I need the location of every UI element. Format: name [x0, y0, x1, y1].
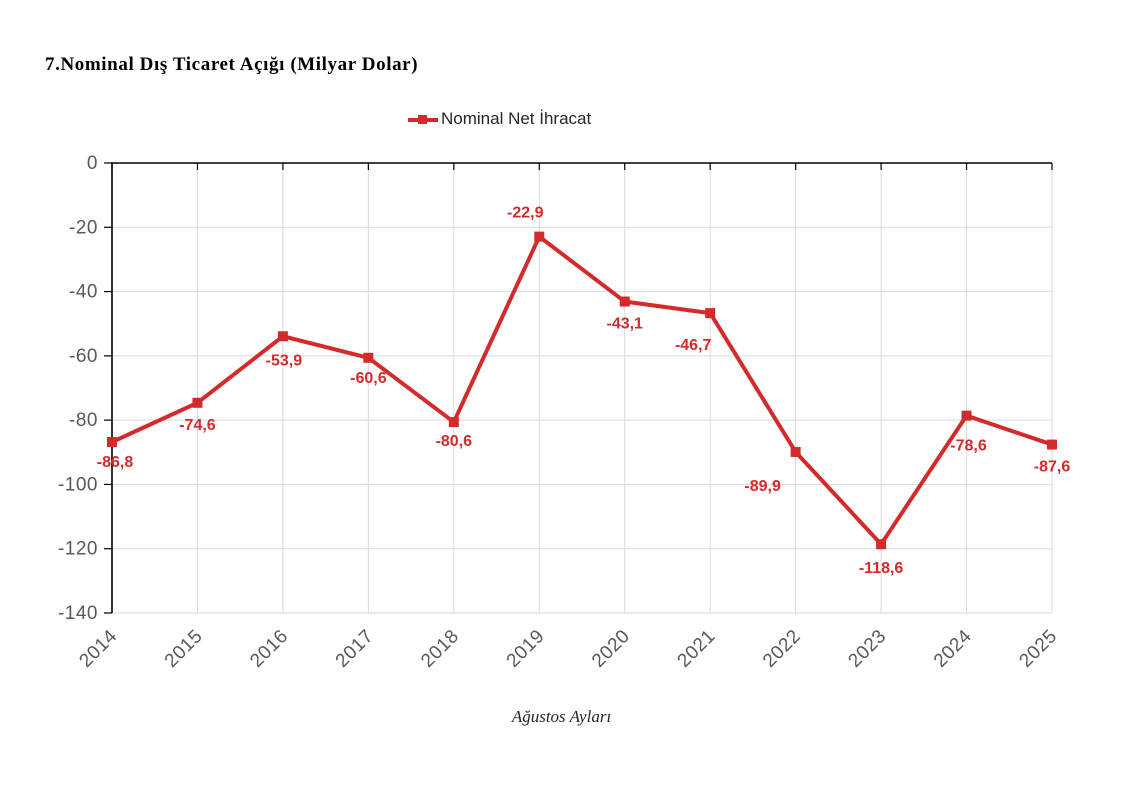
x-tick-label-2024: 2024: [930, 626, 976, 672]
data-label-2020: -43,1: [606, 316, 643, 333]
x-tick-label-2022: 2022: [759, 626, 805, 672]
data-point-marker-2025: [1047, 439, 1057, 450]
data-point-marker-2023: [876, 539, 887, 550]
data-point-marker-2022: [790, 446, 801, 457]
x-tick-label-2014: 2014: [75, 626, 121, 672]
chart-title: 7.Nominal Dış Ticaret Açığı (Milyar Dola…: [45, 54, 419, 75]
data-label-2014: -86,8: [97, 454, 134, 471]
x-tick-label-2017: 2017: [332, 626, 378, 672]
legend-label: Nominal Net İhracat: [441, 109, 592, 128]
y-tick-label: -140: [58, 603, 98, 624]
data-label-2017: -60,6: [350, 370, 387, 387]
x-tick-label-2019: 2019: [503, 626, 549, 672]
data-label-2015: -74,6: [179, 417, 216, 434]
y-tick-label: 0: [87, 153, 98, 174]
data-point-marker-2016: [277, 331, 288, 342]
data-point-marker-2017: [363, 352, 374, 363]
y-tick-label: -40: [69, 282, 98, 303]
data-point-marker-2018: [448, 417, 459, 428]
legend: Nominal Net İhracat: [408, 109, 591, 129]
data-label-2016: -53,9: [266, 352, 303, 369]
legend-line-marker-icon: [408, 114, 438, 124]
y-tick-label: -120: [58, 539, 98, 560]
x-tick-label-2015: 2015: [161, 626, 207, 672]
x-tick-label-2020: 2020: [588, 626, 634, 672]
x-tick-label-2021: 2021: [674, 626, 720, 672]
data-point-marker-2024: [961, 410, 972, 421]
y-tick-label: -80: [69, 410, 98, 431]
data-point-marker-2019: [534, 231, 545, 242]
legend-square-marker: [418, 114, 427, 124]
data-point-marker-2021: [705, 308, 716, 319]
data-label-2018: -80,6: [436, 433, 473, 450]
data-point-marker-2015: [192, 397, 203, 408]
y-tick-label: -60: [69, 346, 98, 367]
x-tick-label-2018: 2018: [417, 626, 463, 672]
series-line: [110, 234, 1054, 547]
y-tick-label: -20: [69, 217, 98, 238]
data-label-2019: -22,9: [507, 205, 544, 222]
data-label-2023: -118,6: [859, 560, 904, 577]
data-point-marker-2020: [619, 296, 630, 307]
x-tick-label-2025: 2025: [1015, 626, 1061, 672]
data-label-2022: -89,9: [744, 478, 781, 495]
data-label-2021: -46,7: [675, 337, 712, 354]
x-tick-label-2016: 2016: [246, 626, 292, 672]
x-axis-title: Ağustos Ayları: [511, 707, 612, 726]
y-tick-label: -100: [58, 474, 98, 495]
data-label-2025: -87,6: [1034, 459, 1071, 476]
data-label-2024: -78,6: [950, 438, 987, 455]
x-tick-label-2023: 2023: [844, 626, 890, 672]
data-point-marker-2014: [107, 437, 117, 447]
